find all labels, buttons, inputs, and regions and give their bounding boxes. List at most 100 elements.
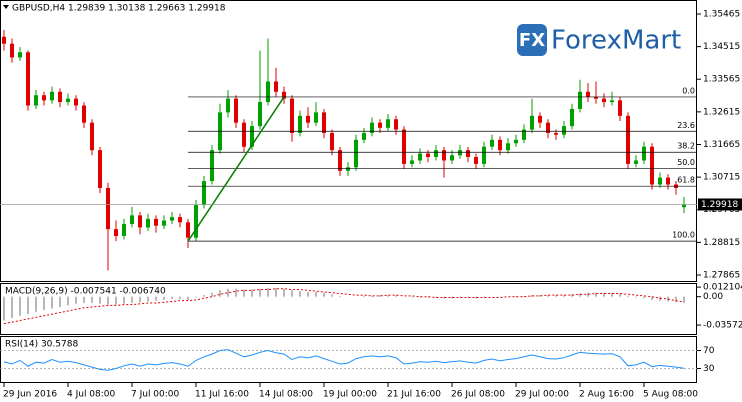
y-tick-label: 1.32615 — [703, 107, 740, 117]
x-tick-label: 19 Jul 00:00 — [323, 390, 377, 400]
rsi-line — [3, 349, 685, 371]
x-tick-label: 7 Jul 00:00 — [131, 390, 180, 400]
y-tick-label: 1.28815 — [703, 238, 740, 248]
candle-body — [530, 115, 534, 130]
title-marker — [3, 5, 9, 9]
candle-body — [546, 122, 550, 133]
y-tick-label: 1.35465 — [703, 9, 740, 19]
y-tick-label: -0.035721 — [703, 321, 742, 331]
candle-body — [498, 139, 502, 151]
candle-body — [154, 218, 158, 226]
candle-body — [442, 150, 446, 161]
candle-body — [514, 139, 518, 144]
candle-body — [122, 223, 126, 237]
y-tick-label: 0.012104 — [703, 283, 742, 293]
candle-body — [2, 36, 6, 44]
rsi-title: RSI(14) 30.5788 — [5, 340, 78, 350]
candle-body — [258, 102, 262, 127]
chart-title: GBPUSD,H4 1.29839 1.30138 1.29663 1.2991… — [12, 4, 226, 14]
candle-body — [290, 98, 294, 133]
y-tick-label: 1.33565 — [703, 75, 740, 85]
x-tick-label: 11 Jul 16:00 — [195, 390, 249, 400]
candle-body — [666, 177, 670, 185]
candle-body — [482, 146, 486, 164]
candle-body — [490, 139, 494, 147]
candle-body — [50, 91, 54, 101]
x-tick-label: 29 Jun 2016 — [3, 390, 57, 400]
candle-body — [130, 215, 134, 224]
candle-body — [682, 204, 686, 208]
trendline — [187, 96, 285, 242]
candle-body — [10, 43, 14, 58]
candle-body — [18, 52, 22, 58]
candle-body — [330, 132, 334, 151]
macd-panel — [0, 283, 697, 335]
fib-label: 100.0 — [672, 231, 695, 240]
fib-label: 61.8 — [677, 176, 695, 185]
candle-body — [378, 122, 382, 128]
x-tick-label: 29 Jul 00:00 — [515, 390, 569, 400]
fib-label: 23.6 — [677, 121, 695, 130]
current-price-box — [698, 198, 742, 211]
candle-body — [194, 205, 198, 238]
candle-body — [314, 112, 318, 123]
candle-body — [554, 132, 558, 135]
candle-body — [162, 220, 166, 226]
candle-body — [466, 150, 470, 158]
candle-body — [594, 96, 598, 99]
candle-body — [250, 126, 254, 147]
macd-title: MACD(9,26,9) -0.007541 -0.006740 — [5, 287, 166, 297]
candle-body — [274, 81, 278, 92]
candle-body — [42, 95, 46, 101]
candle-body — [226, 98, 230, 113]
candle-body — [642, 146, 646, 161]
y-tick-label: 0.00 — [703, 292, 723, 302]
candle-body — [602, 98, 606, 103]
logo-icon-text: FX — [519, 30, 545, 51]
candle-body — [474, 157, 478, 164]
candle-body — [170, 217, 174, 221]
candle-body — [90, 122, 94, 151]
y-tick-label: 1.31665 — [703, 140, 740, 150]
candle-body — [138, 215, 142, 228]
candle-body — [186, 222, 190, 238]
candle-body — [578, 91, 582, 109]
candle-body — [434, 150, 438, 158]
x-tick-label: 14 Jul 08:00 — [259, 390, 313, 400]
candle-body — [522, 129, 526, 140]
candle-body — [242, 122, 246, 147]
candle-body — [618, 100, 622, 116]
candle-body — [26, 52, 30, 106]
y-tick-label: 30 — [703, 364, 715, 374]
candle-body — [202, 181, 206, 206]
candle-body — [570, 108, 574, 127]
rsi-panel — [0, 336, 697, 383]
candle-body — [178, 217, 182, 223]
candle-body — [114, 229, 118, 237]
candle-body — [106, 187, 110, 230]
fib-label: 50.0 — [677, 158, 695, 167]
x-tick-label: 26 Jul 08:00 — [451, 390, 505, 400]
candle-body — [98, 150, 102, 188]
candle-body — [386, 119, 390, 128]
candle-body — [74, 98, 78, 106]
candle-body — [210, 150, 214, 182]
candle-body — [586, 91, 590, 97]
candle-body — [234, 98, 238, 123]
candle-body — [338, 150, 342, 171]
candle-body — [562, 126, 566, 135]
fib-label: 38.2 — [677, 142, 695, 151]
candle-body — [322, 112, 326, 133]
x-tick-label: 2 Aug 16:00 — [579, 390, 634, 400]
logo-icon — [517, 24, 547, 56]
candle-body — [34, 95, 38, 106]
candle-body — [410, 160, 414, 164]
logo: FX ForexMart — [517, 24, 681, 56]
candle-body — [66, 98, 70, 103]
current-price-label: 1.29918 — [701, 200, 738, 210]
x-tick-label: 4 Jul 08:00 — [67, 390, 116, 400]
main-panel — [0, 0, 697, 282]
candle-body — [650, 146, 654, 185]
